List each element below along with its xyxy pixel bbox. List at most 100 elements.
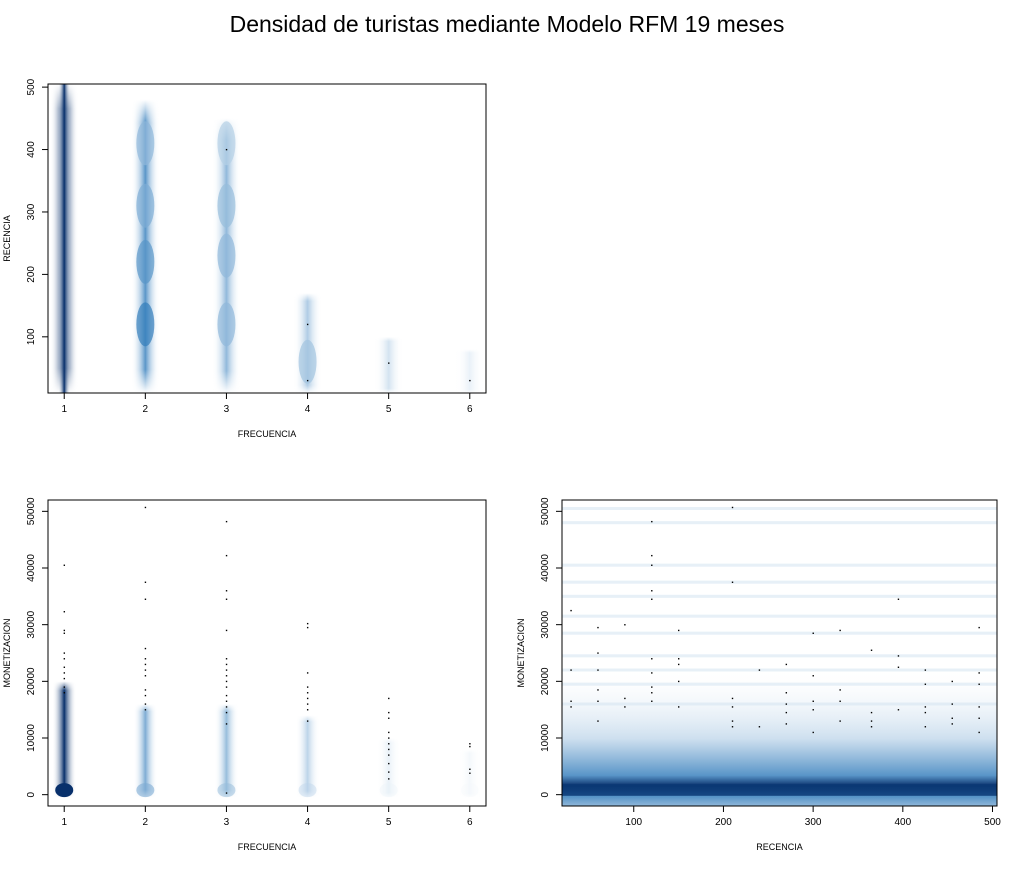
data-point xyxy=(225,629,228,632)
data-point xyxy=(677,629,680,632)
data-point xyxy=(306,720,309,722)
data-point xyxy=(306,709,309,711)
density-band xyxy=(562,594,997,598)
y-tick-label: 10000 xyxy=(540,724,551,752)
data-point xyxy=(924,711,927,714)
y-tick-label: 200 xyxy=(26,266,37,283)
density-blob xyxy=(217,233,236,278)
data-point xyxy=(469,379,471,382)
x-tick-label: 3 xyxy=(224,404,230,415)
density-band xyxy=(562,631,997,635)
density-blob xyxy=(136,183,155,228)
data-point xyxy=(951,703,953,705)
data-point xyxy=(63,632,66,634)
data-point xyxy=(651,590,653,592)
data-point xyxy=(144,709,147,711)
data-point xyxy=(978,672,980,674)
plot-frame xyxy=(47,83,487,394)
data-point xyxy=(785,663,788,666)
data-point xyxy=(144,694,147,697)
x-axis-title: RECENCIA xyxy=(756,842,803,852)
y-tick-label: 100 xyxy=(26,328,37,345)
y-tick-label: 500 xyxy=(26,78,37,95)
density-core xyxy=(562,783,997,796)
data-point xyxy=(978,683,980,685)
data-point xyxy=(144,703,147,705)
x-tick-label: 300 xyxy=(805,817,822,828)
x-axis-title: FRECUENCIA xyxy=(238,429,297,439)
data-point xyxy=(306,622,309,625)
data-point xyxy=(951,680,953,683)
x-tick-label: 4 xyxy=(305,404,311,415)
data-point xyxy=(469,743,471,745)
y-tick-label: 0 xyxy=(540,791,551,797)
y-axis-title: MONETIZACION xyxy=(516,619,526,688)
x-tick-label: 3 xyxy=(224,817,230,828)
data-point xyxy=(758,726,761,728)
density-band xyxy=(374,336,403,393)
density-core xyxy=(58,84,71,393)
data-point xyxy=(651,564,653,566)
data-point xyxy=(839,700,841,702)
data-point xyxy=(225,792,228,794)
data-point xyxy=(978,717,980,719)
data-point xyxy=(597,652,599,654)
data-point xyxy=(63,629,66,632)
density-band xyxy=(214,704,239,798)
data-point xyxy=(651,658,653,660)
data-point xyxy=(63,677,66,680)
y-tick-label: 50000 xyxy=(540,497,551,525)
x-tick-label: 5 xyxy=(386,817,392,828)
y-tick-label: 40000 xyxy=(26,554,37,582)
y-tick-label: 20000 xyxy=(540,667,551,695)
data-point xyxy=(785,723,788,725)
y-axis-title: RECENCIA xyxy=(2,215,12,262)
data-point xyxy=(597,669,599,671)
data-point xyxy=(897,598,900,600)
data-point xyxy=(570,706,572,708)
x-tick-label: 6 xyxy=(467,404,473,415)
data-point xyxy=(839,720,841,722)
data-point xyxy=(225,554,228,557)
data-point xyxy=(651,598,653,600)
density-blob xyxy=(136,239,155,284)
data-point xyxy=(306,672,309,674)
data-point xyxy=(63,692,66,694)
data-point xyxy=(63,666,66,668)
x-tick-label: 2 xyxy=(143,404,149,415)
data-point xyxy=(812,675,814,677)
data-point xyxy=(731,720,734,722)
data-point xyxy=(785,703,788,705)
data-point xyxy=(978,626,980,629)
data-point xyxy=(225,706,228,708)
x-axis-title: FRECUENCIA xyxy=(238,842,297,852)
x-tick-label: 100 xyxy=(625,817,642,828)
data-point xyxy=(306,703,309,705)
y-tick-label: 40000 xyxy=(540,554,551,582)
data-point xyxy=(870,649,873,651)
data-point xyxy=(306,626,309,629)
data-point xyxy=(597,689,599,691)
data-point xyxy=(677,663,680,666)
x-tick-label: 400 xyxy=(894,817,911,828)
data-point xyxy=(677,706,680,708)
data-point xyxy=(225,711,228,714)
data-point xyxy=(225,680,228,683)
x-tick-label: 200 xyxy=(715,817,732,828)
data-point xyxy=(388,362,390,364)
data-point xyxy=(978,731,980,734)
density-band xyxy=(562,654,997,658)
data-point xyxy=(388,748,390,751)
data-point xyxy=(785,692,788,694)
data-point xyxy=(388,717,390,719)
data-point xyxy=(570,700,572,702)
data-point xyxy=(388,731,390,734)
x-tick-label: 2 xyxy=(143,817,149,828)
data-point xyxy=(951,723,953,725)
data-point xyxy=(225,663,228,666)
data-point xyxy=(651,554,653,557)
data-point xyxy=(144,663,147,666)
density-band xyxy=(562,563,997,567)
y-tick-label: 50000 xyxy=(26,497,37,525)
page-title: Densidad de turistas mediante Modelo RFM… xyxy=(229,11,785,37)
